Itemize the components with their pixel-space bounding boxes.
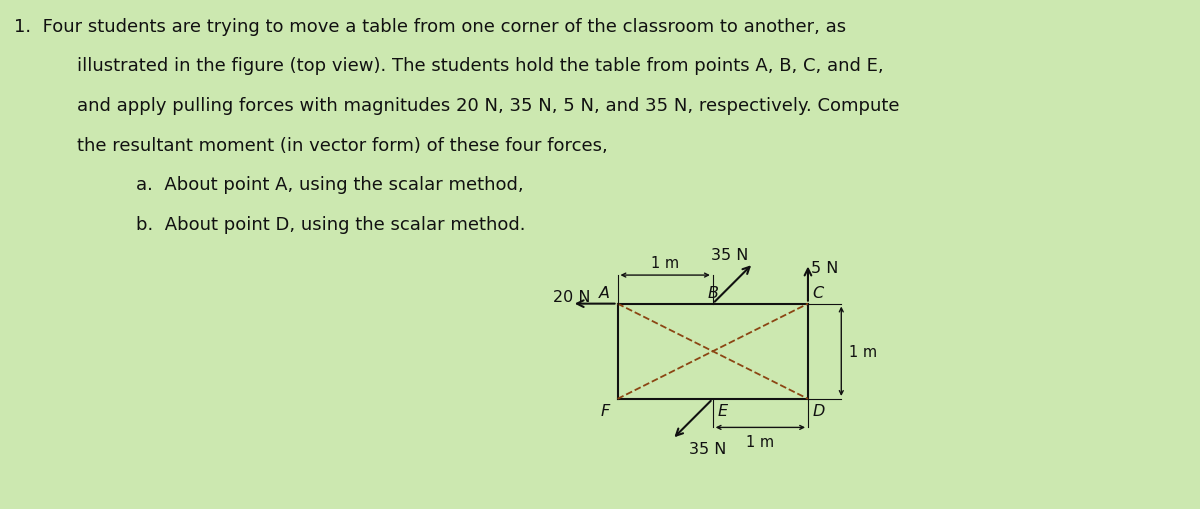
Text: the resultant moment (in vector form) of these four forces,: the resultant moment (in vector form) of… bbox=[54, 136, 607, 154]
Text: 20 N: 20 N bbox=[553, 289, 590, 304]
Text: 35 N: 35 N bbox=[712, 247, 749, 262]
Text: D: D bbox=[812, 403, 826, 418]
Text: 1 m: 1 m bbox=[652, 256, 679, 271]
Text: C: C bbox=[812, 285, 824, 300]
Text: 1 m: 1 m bbox=[848, 344, 877, 359]
Text: 5 N: 5 N bbox=[811, 261, 839, 275]
Text: F: F bbox=[601, 403, 610, 418]
Text: 1.  Four students are trying to move a table from one corner of the classroom to: 1. Four students are trying to move a ta… bbox=[14, 18, 846, 36]
Text: B: B bbox=[708, 285, 719, 300]
Text: 1 m: 1 m bbox=[746, 434, 774, 449]
Text: a.  About point A, using the scalar method,: a. About point A, using the scalar metho… bbox=[90, 176, 523, 193]
Text: and apply pulling forces with magnitudes 20 N, 35 N, 5 N, and 35 N, respectively: and apply pulling forces with magnitudes… bbox=[54, 97, 900, 115]
Text: E: E bbox=[718, 403, 727, 418]
Text: b.  About point D, using the scalar method.: b. About point D, using the scalar metho… bbox=[90, 215, 526, 233]
Text: illustrated in the figure (top view). The students hold the table from points A,: illustrated in the figure (top view). Th… bbox=[54, 57, 883, 75]
Text: 35 N: 35 N bbox=[689, 441, 727, 456]
Text: A: A bbox=[599, 285, 610, 300]
